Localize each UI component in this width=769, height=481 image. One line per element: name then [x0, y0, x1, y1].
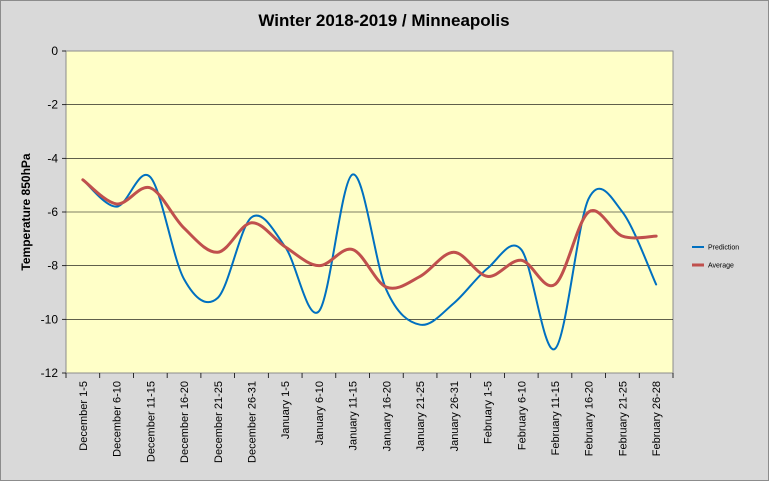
gridlines	[66, 104, 673, 320]
y-tick-label: 0	[51, 44, 58, 58]
series-line-prediction	[81, 173, 658, 350]
x-tick-label: February 21-25	[617, 381, 629, 456]
y-tick-label: -2	[47, 98, 58, 112]
x-tick-label: February 16-20	[584, 381, 596, 456]
x-tick-label: January 16-20	[381, 381, 393, 451]
x-tick-label: February 6-10	[516, 381, 528, 450]
y-tick-label: -6	[47, 205, 58, 219]
x-tick-label: February 11-15	[550, 381, 562, 455]
y-axis-ticks: 0 -2 -4 -6 -8 -10 -12	[41, 44, 66, 380]
x-tick-label: December 26-31	[246, 381, 258, 463]
x-tick-label: February 26-28	[651, 381, 663, 456]
x-tick-label: January 6-10	[314, 381, 326, 445]
y-tick-label: -10	[41, 312, 59, 326]
chart-title: Winter 2018-2019 / Minneapolis	[258, 11, 509, 30]
y-tick-label: -8	[47, 259, 58, 273]
series-lines	[81, 173, 658, 350]
x-tick-label: February 1-5	[483, 381, 495, 444]
x-tick-label: December 21-25	[213, 381, 225, 463]
x-tick-label: January 21-25	[415, 381, 427, 451]
x-axis-ticks: December 1-5 December 6-10 December 11-15 D…	[65, 373, 674, 463]
series-line-average	[81, 178, 658, 290]
x-tick-label: December 6-10	[112, 381, 124, 457]
x-tick-label: December 1-5	[78, 381, 90, 451]
legend-label-average: Average	[708, 263, 734, 270]
x-tick-label: January 26-31	[449, 381, 461, 451]
y-tick-label: -12	[41, 366, 59, 380]
legend-label-prediction: Prediction	[708, 245, 739, 252]
legend: Prediction Average	[692, 245, 739, 270]
y-axis-label: Temperature 850hPa	[19, 153, 33, 270]
x-tick-label: January 1-5	[280, 381, 292, 439]
x-tick-label: January 11-15	[348, 381, 360, 451]
x-tick-label: December 11-15	[145, 381, 157, 462]
x-tick-label: December 16-20	[179, 381, 191, 463]
y-tick-label: -4	[47, 151, 58, 165]
